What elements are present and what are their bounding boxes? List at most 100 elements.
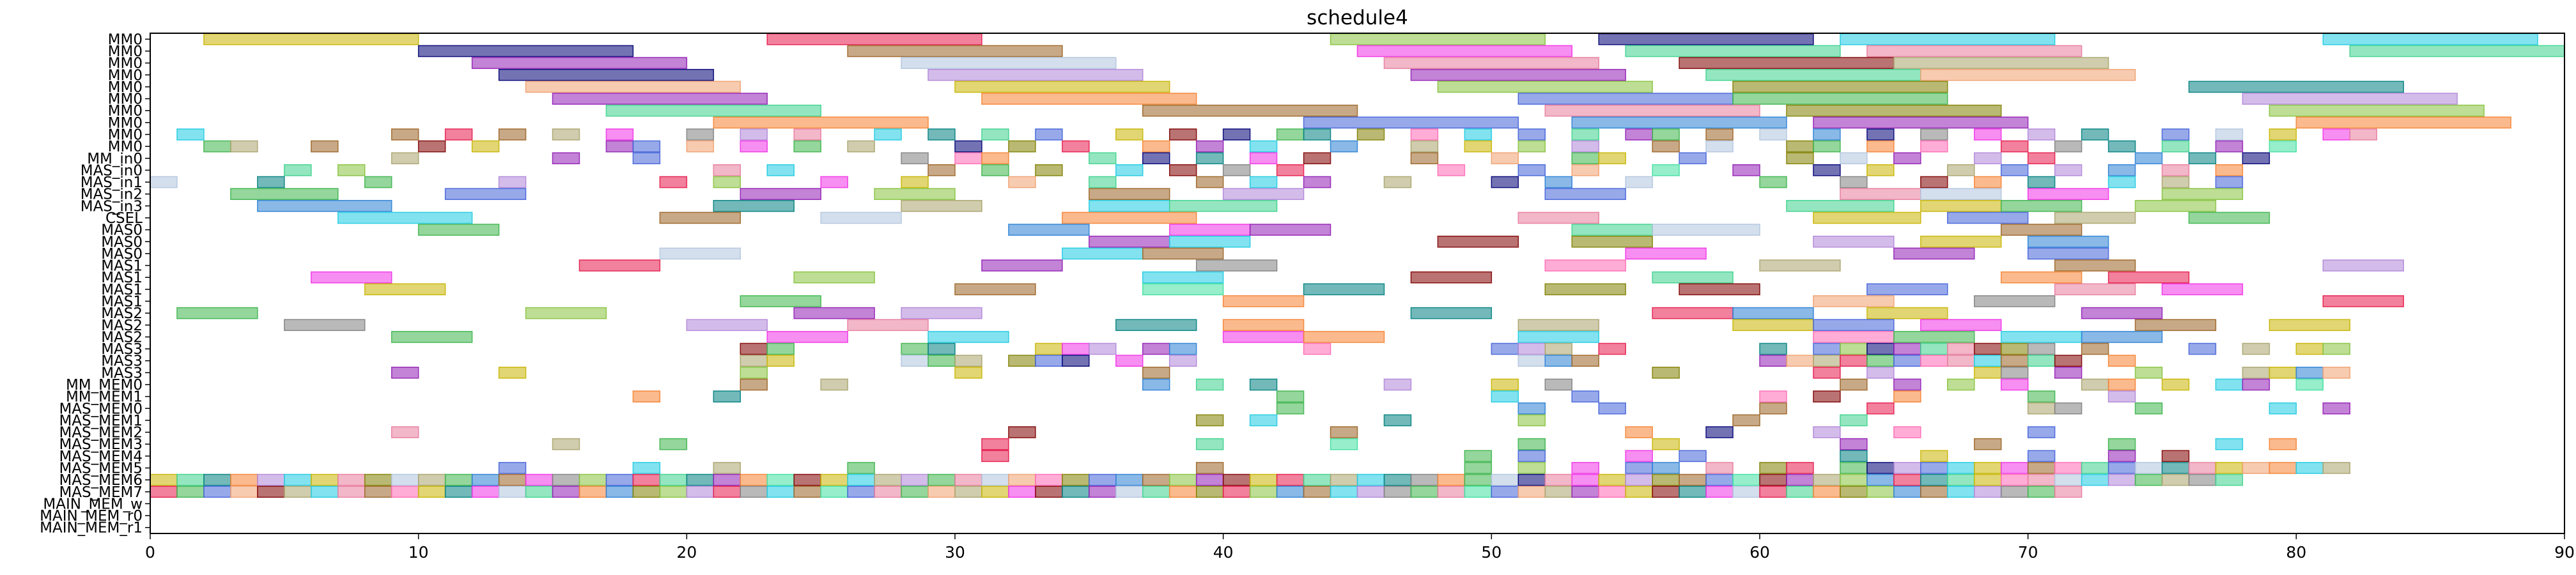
task-bar xyxy=(1249,140,1278,153)
task-bar xyxy=(2242,152,2270,165)
task-bar xyxy=(498,486,527,498)
task-bar xyxy=(1035,342,1063,355)
task-bar xyxy=(1920,355,1948,367)
task-bar xyxy=(230,188,339,201)
task-bar xyxy=(1062,211,1197,224)
task-bar xyxy=(1410,152,1439,165)
task-bar xyxy=(1840,450,1868,463)
task-bar xyxy=(1732,486,1760,498)
task-bar xyxy=(2000,224,2083,236)
task-bar xyxy=(1491,378,1519,391)
task-bar xyxy=(1195,140,1224,153)
y-tick-label: MM0 xyxy=(108,103,143,119)
y-tick-label: MAS2 xyxy=(101,305,143,322)
task-bar xyxy=(2000,140,2029,153)
task-bar xyxy=(1062,486,1090,498)
task-bar xyxy=(1786,104,2002,117)
plot-frame xyxy=(150,33,2565,534)
y-tick-label: MAS3 xyxy=(101,353,143,370)
task-bar xyxy=(1544,355,1572,367)
task-bar xyxy=(2054,164,2083,176)
task-bar xyxy=(1142,247,1224,260)
task-bar xyxy=(1759,486,1787,498)
task-bar xyxy=(686,486,715,498)
task-bar xyxy=(444,128,473,141)
task-bar xyxy=(2027,188,2109,201)
task-bar xyxy=(1249,414,1278,427)
y-tick-label: MAS0 xyxy=(101,234,143,250)
y-tick-label: MAS2 xyxy=(101,329,143,346)
task-bar xyxy=(659,473,688,486)
task-bar xyxy=(1705,128,1734,141)
task-bar xyxy=(1571,152,1599,165)
y-tick-label: MM0 xyxy=(108,126,143,143)
task-bar xyxy=(150,176,178,188)
task-bar xyxy=(793,473,821,486)
task-bar xyxy=(659,486,688,498)
task-bar xyxy=(1303,342,1331,355)
task-bar xyxy=(2000,378,2029,391)
task-bar xyxy=(2295,342,2324,355)
task-bar xyxy=(1142,378,1170,391)
y-tick-label: MAS1 xyxy=(101,293,143,310)
task-bar xyxy=(1062,355,1090,367)
task-bar xyxy=(901,355,929,367)
task-bar xyxy=(1115,319,1197,332)
task-bar xyxy=(1893,486,1921,498)
task-bar xyxy=(1410,473,1439,486)
task-bar xyxy=(444,486,473,498)
task-bar xyxy=(1625,486,1653,498)
task-bar xyxy=(2081,128,2109,141)
task-bar xyxy=(1035,473,1063,486)
y-tick-label: MM0 xyxy=(108,139,143,155)
task-bar xyxy=(150,473,178,486)
task-bar xyxy=(364,486,392,498)
task-bar xyxy=(391,366,419,379)
task-bar xyxy=(338,473,366,486)
task-bar xyxy=(2027,402,2056,415)
task-bar xyxy=(2269,438,2297,450)
task-bar xyxy=(2295,378,2324,391)
task-bar xyxy=(1920,450,1948,463)
task-bar xyxy=(1249,152,1278,165)
task-bar xyxy=(1732,80,1948,93)
task-bar xyxy=(954,355,982,367)
task-bar xyxy=(2027,450,2056,463)
task-bar xyxy=(2107,450,2136,463)
task-bar xyxy=(284,319,366,332)
task-bar xyxy=(686,128,715,141)
task-bar xyxy=(2000,486,2029,498)
task-bar xyxy=(1652,271,1734,284)
task-bar xyxy=(2269,462,2297,474)
task-bar xyxy=(176,473,205,486)
task-bar xyxy=(605,104,821,117)
task-bar xyxy=(793,128,821,141)
task-bar xyxy=(1759,402,1787,415)
task-bar xyxy=(1330,140,1358,153)
x-tick-label: 20 xyxy=(676,543,697,562)
task-bar xyxy=(2107,271,2190,284)
task-bar xyxy=(284,473,312,486)
task-bar xyxy=(901,486,929,498)
task-bar xyxy=(1947,164,1975,176)
task-bar xyxy=(1840,342,1868,355)
task-bar xyxy=(2322,259,2404,272)
task-bar xyxy=(1544,486,1572,498)
task-bar xyxy=(2054,402,2083,415)
task-bar xyxy=(1866,307,1948,319)
task-bar xyxy=(257,486,285,498)
task-bar xyxy=(1195,462,1224,474)
task-bar xyxy=(1383,57,1599,69)
task-bar xyxy=(1625,462,1653,474)
y-tick-label: MAS_in0 xyxy=(81,162,143,179)
task-bar xyxy=(1598,33,1814,45)
task-bar xyxy=(954,486,982,498)
task-bar xyxy=(1437,473,1466,486)
task-bar xyxy=(2134,319,2217,332)
task-bar xyxy=(1571,140,1599,153)
task-bar xyxy=(1732,414,1760,427)
task-bar xyxy=(1813,211,1921,224)
task-bar xyxy=(1008,176,1036,188)
task-bar xyxy=(2054,473,2083,486)
task-bar xyxy=(1893,152,1921,165)
